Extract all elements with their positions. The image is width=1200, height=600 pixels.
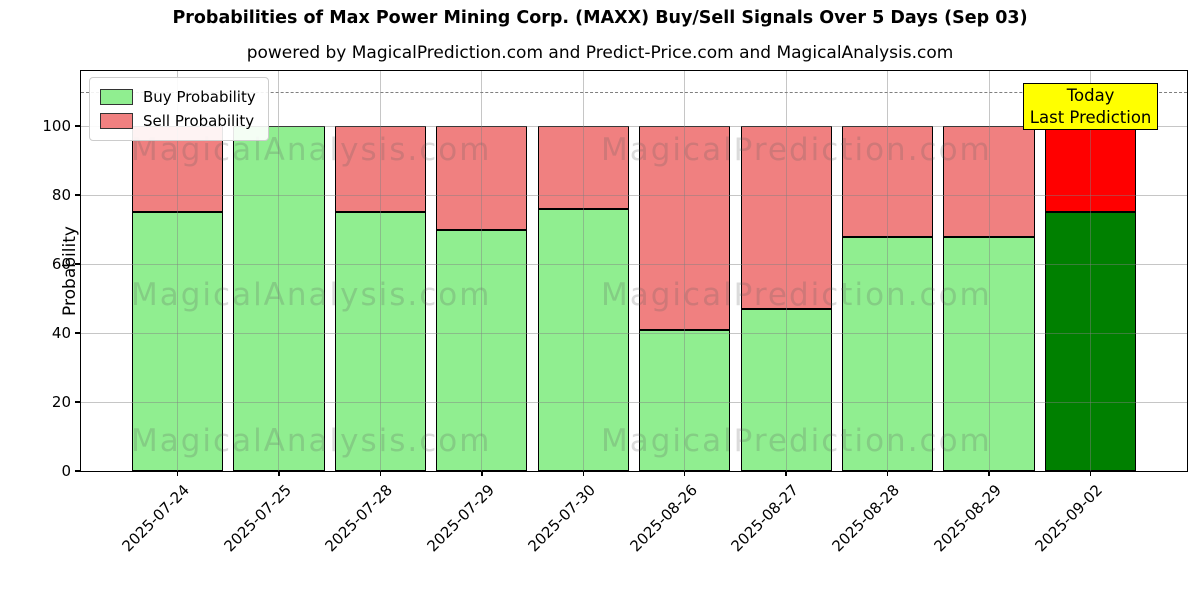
bar-sell-segment[interactable]	[639, 126, 731, 330]
bar-buy-segment[interactable]	[842, 236, 934, 471]
chart-subtitle: powered by MagicalPrediction.com and Pre…	[246, 43, 954, 63]
h-gridline	[81, 263, 1187, 265]
bar-buy-segment[interactable]	[1044, 212, 1137, 471]
y-tick-mark	[74, 194, 80, 196]
bar-buy-segment[interactable]	[943, 236, 1035, 471]
x-tick-mark	[988, 471, 990, 476]
x-tick-label: 2025-07-25	[220, 481, 295, 556]
v-gridline	[582, 71, 584, 471]
bars-layer	[81, 71, 1187, 471]
v-gridline	[785, 71, 787, 471]
x-tick-mark	[582, 471, 585, 476]
x-tick-mark	[785, 471, 787, 476]
v-gridline	[379, 71, 381, 471]
watermark-magicalprediction: MagicalPrediction.com	[601, 423, 992, 459]
x-tick-mark	[278, 471, 280, 476]
legend-item: Buy Probability	[100, 85, 256, 109]
x-tick-mark	[683, 471, 686, 476]
x-tick-label: 2025-07-29	[423, 481, 498, 556]
legend-item-label: Sell Probability	[143, 112, 255, 130]
v-gridline	[988, 71, 990, 471]
bar-buy-segment[interactable]	[537, 208, 629, 471]
y-tick-label: 80	[51, 186, 71, 205]
bar-sell-segment[interactable]	[334, 126, 426, 213]
h-gridline	[81, 125, 1187, 127]
buy-swatch-icon	[100, 89, 133, 105]
y-tick-mark	[74, 470, 80, 472]
bar-buy-segment[interactable]	[639, 329, 731, 471]
y-tick-label: 40	[51, 324, 71, 343]
watermark-magicalanalysis: MagicalAnalysis.com	[131, 423, 492, 459]
bar-sell-segment[interactable]	[740, 126, 832, 309]
v-gridline	[481, 71, 483, 471]
x-tick-label: 2025-07-28	[321, 481, 397, 556]
bar-buy-segment[interactable]	[334, 212, 426, 471]
today-last-prediction-box: Today Last Prediction	[1023, 83, 1159, 130]
bar-buy-segment[interactable]	[131, 212, 224, 471]
watermark-magicalprediction: MagicalPrediction.com	[601, 277, 992, 313]
today-box-line2: Last Prediction	[1029, 108, 1152, 127]
y-tick-mark	[74, 125, 80, 127]
x-tick-mark	[1089, 471, 1092, 476]
h-gridline	[81, 332, 1187, 334]
x-tick-mark	[481, 471, 483, 476]
bar-sell-segment[interactable]	[537, 126, 629, 209]
dashed-threshold-line	[81, 91, 1187, 93]
x-tick-label: 2025-09-02	[1031, 481, 1107, 556]
h-gridline	[81, 194, 1187, 196]
x-tick-mark	[176, 471, 179, 476]
x-tick-label: 2025-07-24	[118, 481, 194, 556]
v-gridline	[1090, 71, 1092, 471]
bar-sell-segment[interactable]	[1044, 126, 1137, 213]
x-tick-mark	[379, 471, 382, 476]
sell-swatch-icon	[100, 113, 133, 129]
x-tick-mark	[886, 471, 889, 476]
bar-buy-segment[interactable]	[436, 229, 528, 471]
y-tick-label: 60	[51, 255, 71, 274]
legend: Buy Probability Sell Probability	[89, 77, 269, 141]
bar-sell-segment[interactable]	[943, 126, 1035, 237]
v-gridline	[278, 71, 280, 471]
x-tick-label: 2025-08-27	[727, 481, 802, 556]
watermark-magicalprediction: MagicalPrediction.com	[601, 132, 992, 168]
x-tick-label: 2025-08-26	[626, 481, 701, 556]
bar-buy-segment[interactable]	[740, 308, 832, 471]
y-tick-label: 20	[51, 393, 71, 412]
y-tick-mark	[74, 332, 80, 334]
v-gridline	[176, 71, 178, 471]
y-tick-label: 100	[42, 117, 71, 136]
watermark-magicalanalysis: MagicalAnalysis.com	[131, 277, 492, 313]
v-gridline	[887, 71, 889, 471]
legend-item-label: Buy Probability	[143, 88, 256, 106]
y-tick-label: 0	[61, 462, 71, 480]
x-tick-label: 2025-08-29	[930, 481, 1005, 556]
y-tick-mark	[74, 401, 80, 403]
x-tick-label: 2025-07-30	[524, 481, 600, 556]
bar-sell-segment[interactable]	[842, 126, 934, 237]
bar-sell-segment[interactable]	[436, 126, 528, 230]
v-gridline	[684, 71, 686, 471]
bar-buy-segment[interactable]	[233, 126, 325, 471]
plot-area: MagicalAnalysis.com MagicalPrediction.com…	[42, 70, 1188, 555]
today-box-line1: Today	[1066, 86, 1115, 105]
y-tick-mark	[74, 263, 80, 265]
x-tick-label: 2025-08-28	[829, 481, 904, 556]
grid-layer	[81, 71, 1187, 471]
h-gridline	[81, 401, 1187, 403]
chart-title: Probabilities of Max Power Mining Corp. …	[172, 8, 1028, 28]
legend-item: Sell Probability	[100, 109, 256, 133]
